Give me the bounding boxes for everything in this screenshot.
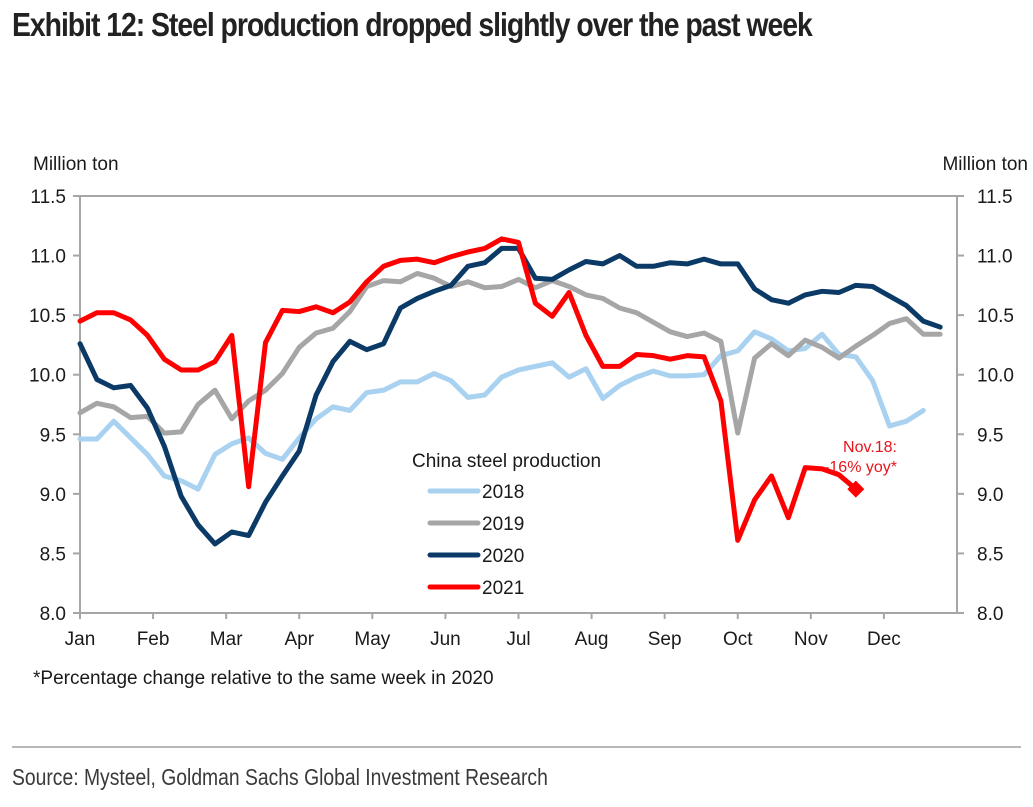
- x-tick-label: Mar: [210, 629, 243, 650]
- right-y-tick-label: 8.0: [977, 604, 1003, 625]
- legend-label-2019: 2019: [482, 514, 524, 535]
- series-line-2020: [77, 245, 943, 547]
- divider: [12, 746, 1021, 748]
- diamond-marker-icon: [847, 480, 865, 498]
- series-line-2021: [77, 236, 859, 543]
- x-tick-label: Dec: [867, 629, 901, 650]
- left-y-tick-label: 10.0: [29, 366, 66, 387]
- x-tick-label: Aug: [575, 629, 609, 650]
- annotation-line2: -16% yoy*: [824, 459, 897, 476]
- x-tick-label: Jan: [65, 629, 96, 650]
- legend-label-2021: 2021: [482, 578, 524, 599]
- right-y-tick-label: 11.5: [977, 187, 1013, 208]
- left-y-tick-label: 10.5: [29, 306, 66, 327]
- series-layer: [77, 236, 943, 547]
- x-tick-label: Sep: [648, 629, 682, 650]
- legend: China steel production 2018 2019 2020 2021: [412, 451, 601, 599]
- line-chart: 8.0 8.0 8.5 8.5 9.0 9.0 9.5 9.5 10.0 10.0 10.5 10.5…: [29, 187, 1014, 650]
- right-y-tick-label: 9.5: [977, 425, 1003, 446]
- left-y-tick-label: 11.0: [30, 247, 66, 268]
- right-y-tick-label: 10.5: [977, 306, 1014, 327]
- x-tick-label: Jul: [506, 629, 530, 650]
- x-tick-label: Nov: [794, 629, 828, 650]
- right-y-tick-label: 11.0: [977, 247, 1013, 268]
- annotation: Nov.18: -16% yoy*: [824, 439, 897, 476]
- series-line-2019: [77, 270, 943, 436]
- series-line-2018: [77, 329, 926, 492]
- left-y-tick-label: 8.5: [40, 544, 66, 565]
- x-tick-label: Apr: [284, 629, 314, 650]
- right-y-tick-label: 10.0: [977, 366, 1014, 387]
- chart-title: Exhibit 12: Steel production dropped sli…: [12, 6, 813, 43]
- x-tick-label: May: [354, 629, 390, 650]
- right-y-tick-label: 8.5: [977, 544, 1003, 565]
- x-tick-label: Oct: [723, 629, 753, 650]
- right-y-tick-label: 9.0: [977, 485, 1003, 506]
- legend-label-2020: 2020: [482, 546, 524, 567]
- x-tick-label: Feb: [137, 629, 170, 650]
- source-note: Source: Mysteel, Goldman Sachs Global In…: [12, 764, 548, 790]
- left-axis-unit-label: Million ton: [33, 154, 119, 175]
- annotation-line1: Nov.18:: [843, 439, 897, 456]
- axes: 8.0 8.0 8.5 8.5 9.0 9.0 9.5 9.5 10.0 10.0 10.5 10.5…: [29, 187, 1014, 650]
- left-y-tick-label: 11.5: [30, 187, 66, 208]
- x-tick-label: Jun: [430, 629, 461, 650]
- left-y-tick-label: 8.0: [40, 604, 66, 625]
- right-axis-unit-label: Million ton: [942, 154, 1028, 175]
- left-y-tick-label: 9.0: [40, 485, 66, 506]
- footnote: *Percentage change relative to the same …: [33, 668, 494, 689]
- legend-title: China steel production: [412, 451, 601, 472]
- legend-label-2018: 2018: [482, 482, 524, 503]
- left-y-tick-label: 9.5: [40, 425, 66, 446]
